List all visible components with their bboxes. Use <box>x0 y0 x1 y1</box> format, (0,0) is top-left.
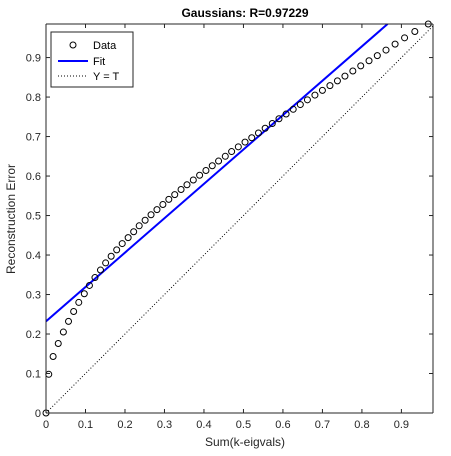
data-point <box>70 308 78 316</box>
y-tick-label: 0.4 <box>26 250 41 262</box>
data-point <box>373 52 381 60</box>
x-tick-label: 0.1 <box>78 419 93 431</box>
data-point <box>102 259 110 267</box>
data-point <box>141 216 149 224</box>
x-axis-label: Sum(k-eigvals) <box>205 435 285 449</box>
data-point <box>65 317 73 325</box>
data-point <box>208 162 216 170</box>
data-point <box>153 206 161 214</box>
x-tick-label: 0.9 <box>394 419 409 431</box>
data-point <box>189 176 197 184</box>
data-point <box>183 181 191 189</box>
y-tick-label: 0.5 <box>26 211 41 223</box>
data-point <box>107 252 115 260</box>
data-point <box>275 115 283 123</box>
data-point <box>49 353 57 361</box>
data-point <box>333 77 341 85</box>
data-point <box>130 228 138 236</box>
data-point <box>241 138 249 146</box>
x-tick-label: 0.4 <box>196 419 211 431</box>
data-point <box>113 246 121 254</box>
data-point <box>382 46 390 54</box>
axes-layer: 0 0.1 0.2 0.3 0.4 0.5 0.6 0.7 0.8 0.9 0 0.1 0.2 0.3 0.… <box>26 23 434 431</box>
data-point <box>202 167 210 175</box>
series-layer <box>42 20 433 417</box>
data-point <box>228 148 236 156</box>
data-point <box>268 120 276 128</box>
data-point <box>85 281 93 289</box>
y-tick-label: 0.8 <box>26 92 41 104</box>
x-tick-label: 0.8 <box>354 419 369 431</box>
data-point <box>75 298 83 306</box>
legend-box <box>50 31 134 88</box>
data-point <box>357 62 365 70</box>
plot-area <box>46 24 433 413</box>
legend-entry-identity: Y = T <box>93 71 119 83</box>
data-point <box>254 129 262 137</box>
data-point <box>96 266 104 274</box>
legend: Data Fit Y = T <box>50 31 134 88</box>
data-point <box>159 200 167 208</box>
x-tick-label: 0.7 <box>315 419 330 431</box>
data-point <box>91 274 99 282</box>
data-point <box>171 191 179 199</box>
data-point <box>365 57 373 65</box>
data-point <box>196 171 204 179</box>
data-point <box>118 240 126 248</box>
x-tick-label: 0 <box>43 419 49 431</box>
data-point <box>165 195 173 203</box>
data-point <box>349 67 357 75</box>
y-tick-label: 0.7 <box>26 132 41 144</box>
data-point <box>124 234 132 242</box>
data-point <box>289 105 297 113</box>
y-tick-label: 0 <box>35 408 41 420</box>
data-point <box>296 101 304 109</box>
data-point <box>248 134 256 142</box>
y-axis-label: Reconstruction Error <box>4 164 18 274</box>
data-point <box>147 211 155 219</box>
y-tick-label: 0.2 <box>26 329 41 341</box>
data-point <box>311 91 319 99</box>
x-tick-label: 0.3 <box>157 419 172 431</box>
data-point <box>59 328 67 336</box>
data-point <box>391 40 399 48</box>
data-point <box>221 152 229 160</box>
data-point <box>282 110 290 118</box>
data-point <box>80 290 88 298</box>
legend-entry-fit: Fit <box>93 56 105 68</box>
x-tick-label: 0.5 <box>236 419 251 431</box>
data-point <box>341 72 349 80</box>
data-point <box>401 34 409 42</box>
data-point <box>318 86 326 94</box>
data-point <box>234 143 242 151</box>
data-point <box>215 157 223 165</box>
data-point <box>303 96 311 104</box>
data-point <box>135 222 143 230</box>
y-tick-label: 0.6 <box>26 171 41 183</box>
data-point <box>411 28 419 36</box>
y-tick-label: 0.9 <box>26 53 41 65</box>
chart-title: Gaussians: R=0.97229 <box>181 6 308 20</box>
plot-background <box>46 24 433 413</box>
legend-marker-data <box>69 41 77 49</box>
data-point <box>177 185 185 193</box>
legend-entry-data: Data <box>93 40 117 52</box>
data-point <box>261 124 269 132</box>
data-point <box>326 82 334 90</box>
y-tick-label: 0.3 <box>26 290 41 302</box>
y-tick-label: 0.1 <box>26 369 41 381</box>
x-tick-label: 0.6 <box>275 419 290 431</box>
x-tick-label: 0.2 <box>117 419 132 431</box>
data-point <box>54 339 62 347</box>
